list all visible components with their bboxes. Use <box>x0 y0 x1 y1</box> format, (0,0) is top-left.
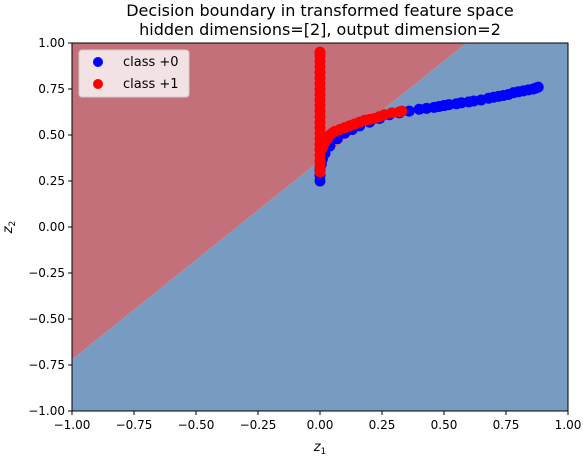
y-axis-label: z2 <box>1 221 18 235</box>
x-tick-label: 0.75 <box>493 418 520 432</box>
point-class-0-38 <box>533 82 544 93</box>
chart-subtitle: hidden dimensions=[2], output dimension=… <box>139 20 501 39</box>
x-tick-label: −0.50 <box>178 418 215 432</box>
x-axis: −1.00 −0.75 −0.50 −0.25 0.00 0.25 0.50 0.75 1.00 <box>54 411 582 432</box>
x-tick-label: −1.00 <box>54 418 91 432</box>
legend-marker-class-1 <box>93 79 103 89</box>
x-tick-label: −0.25 <box>240 418 277 432</box>
legend-label-class-0: class +0 <box>123 55 179 70</box>
x-tick-label: 0.25 <box>369 418 396 432</box>
plot-area <box>72 43 568 411</box>
legend-marker-class-0 <box>93 57 103 67</box>
x-tick-label: 1.00 <box>555 418 582 432</box>
legend: class +0 class +1 <box>79 50 189 97</box>
y-tick-label: −1.00 <box>28 404 65 418</box>
y-tick-label: 0.50 <box>38 128 65 142</box>
y-axis: −1.00 −0.75 −0.50 −0.25 0.00 0.25 0.50 0.75 1.00 <box>28 36 72 418</box>
y-tick-label: 1.00 <box>38 36 65 50</box>
chart-title: Decision boundary in transformed feature… <box>126 1 514 20</box>
legend-label-class-1: class +1 <box>123 77 179 92</box>
x-axis-label-sub: 1 <box>321 447 327 456</box>
y-axis-label-sub: 2 <box>8 221 18 227</box>
x-tick-label: 0.00 <box>307 418 334 432</box>
x-tick-label: −0.75 <box>116 418 153 432</box>
x-tick-label: 0.50 <box>431 418 458 432</box>
y-tick-label: −0.75 <box>28 358 65 372</box>
y-tick-label: −0.50 <box>28 312 65 326</box>
y-tick-label: −0.25 <box>28 266 65 280</box>
point-class-1-41 <box>396 106 407 117</box>
x-axis-label: z1 <box>313 440 327 456</box>
y-tick-label: 0.25 <box>38 174 65 188</box>
point-class-1-22 <box>315 47 326 58</box>
y-tick-label: 0.00 <box>38 220 65 234</box>
y-tick-label: 0.75 <box>38 82 65 96</box>
